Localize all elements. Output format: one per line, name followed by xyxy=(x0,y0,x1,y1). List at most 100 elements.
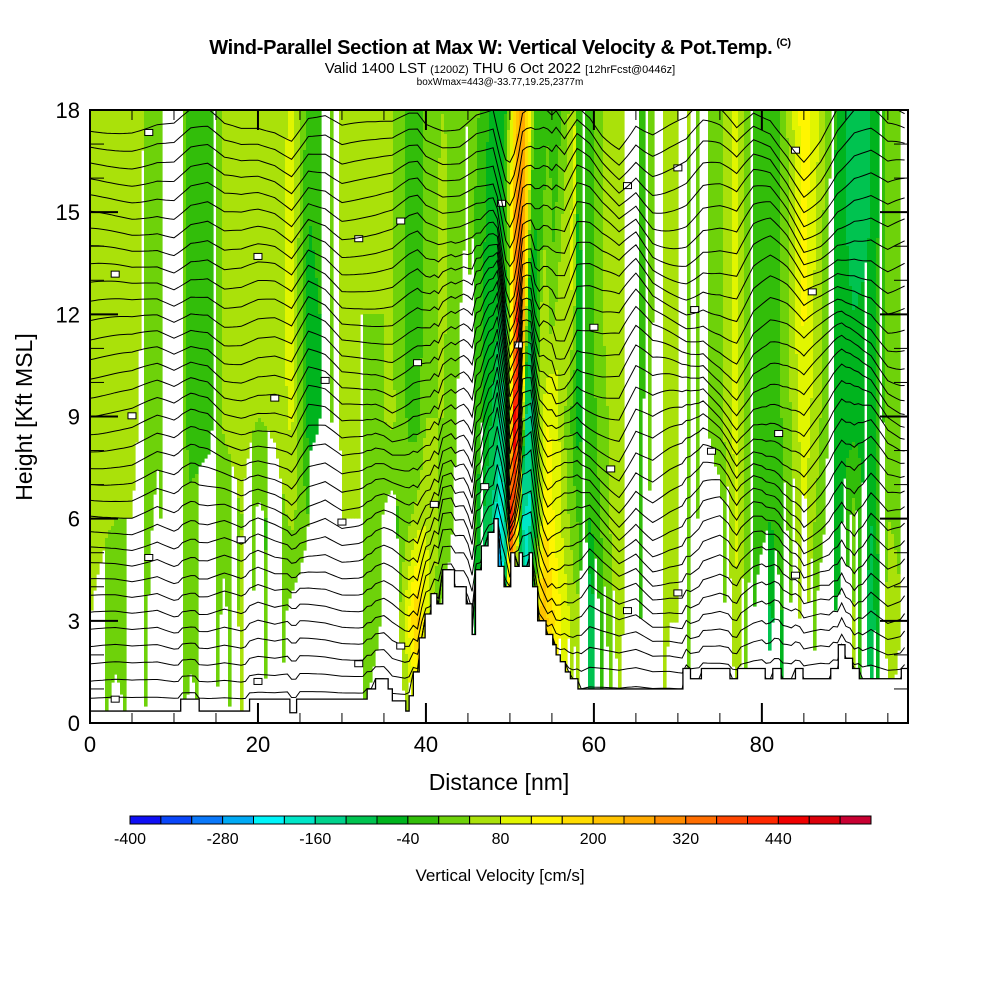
w-cell xyxy=(819,418,823,563)
w-cell xyxy=(264,110,268,427)
w-cell xyxy=(504,562,508,603)
theta-contour xyxy=(90,164,905,249)
w-cell xyxy=(891,534,895,699)
axis-ticks xyxy=(89,109,908,724)
theta-contour xyxy=(90,392,905,529)
w-cell xyxy=(411,582,415,615)
w-cell xyxy=(351,110,355,519)
w-cell xyxy=(555,302,559,371)
w-cell xyxy=(519,494,523,507)
w-cell xyxy=(186,450,190,695)
w-cell xyxy=(369,314,373,683)
w-cell xyxy=(192,110,196,479)
w-cell xyxy=(618,110,622,715)
colorbar-tick-label: -160 xyxy=(299,831,331,848)
w-cell xyxy=(873,610,877,631)
theta-contour xyxy=(90,302,905,417)
colorbar-segment xyxy=(469,815,501,825)
colorbar-segment xyxy=(839,815,872,825)
w-cell xyxy=(522,458,526,475)
w-cell xyxy=(525,414,529,507)
theta-contour xyxy=(90,341,905,463)
w-cell xyxy=(810,110,814,399)
w-cell xyxy=(621,110,625,635)
w-cell xyxy=(192,478,196,683)
w-cell xyxy=(498,506,502,535)
w-cell xyxy=(528,342,532,407)
w-cell xyxy=(567,514,571,607)
w-cell xyxy=(396,506,400,539)
colorbar-tick-label: -40 xyxy=(396,831,419,848)
w-cell xyxy=(423,438,427,527)
w-cell xyxy=(672,110,676,623)
w-cell xyxy=(564,574,568,675)
w-cell xyxy=(507,110,511,131)
w-cell xyxy=(258,418,262,503)
w-cell xyxy=(732,454,736,667)
w-cell xyxy=(312,110,316,251)
w-cell xyxy=(666,110,670,647)
colorbar xyxy=(129,815,872,825)
w-cell xyxy=(420,574,424,619)
w-cell xyxy=(576,450,580,523)
w-cell xyxy=(123,518,127,711)
w-cell xyxy=(786,138,790,531)
w-cell xyxy=(510,110,514,171)
w-cell xyxy=(462,110,466,251)
w-cell xyxy=(225,446,229,607)
w-cell xyxy=(90,110,94,611)
contour-label-box xyxy=(127,412,137,420)
box-wmax-info: boxWmax=443@-33.77,19.25,2377m xyxy=(416,77,584,88)
w-cell xyxy=(534,538,538,575)
y-tick-label: 12 xyxy=(56,302,80,327)
w-cell xyxy=(540,578,544,607)
w-cell xyxy=(528,494,532,527)
w-cell xyxy=(156,110,160,471)
w-cell xyxy=(579,110,583,251)
w-cell xyxy=(393,390,397,423)
w-cell xyxy=(393,422,397,495)
w-cell xyxy=(420,530,424,575)
w-cell xyxy=(552,374,556,511)
w-cell xyxy=(468,110,472,275)
w-cell xyxy=(735,110,739,567)
w-cell xyxy=(261,422,265,511)
w-cell xyxy=(738,110,742,667)
w-cell xyxy=(540,554,544,579)
w-cell xyxy=(507,130,511,227)
w-cell xyxy=(105,538,109,715)
w-cell xyxy=(501,482,505,563)
w-cell xyxy=(528,142,532,191)
w-cell xyxy=(543,394,547,491)
w-cell xyxy=(438,110,442,159)
w-cell xyxy=(345,110,349,519)
w-cell xyxy=(288,526,292,599)
w-cell xyxy=(366,314,370,703)
w-cell xyxy=(588,110,592,519)
w-cell xyxy=(357,110,361,519)
w-cell xyxy=(390,430,394,491)
w-cell xyxy=(270,110,274,439)
theta-contour xyxy=(90,243,905,333)
w-cell xyxy=(798,442,802,619)
theta-contour xyxy=(90,110,905,185)
w-cell xyxy=(360,110,364,315)
w-cell xyxy=(108,530,112,699)
contour-label-box xyxy=(589,323,599,331)
contour-label-box xyxy=(354,660,364,668)
theta-contour xyxy=(90,483,905,601)
w-cell xyxy=(216,110,220,687)
w-cell xyxy=(438,158,442,419)
w-cell xyxy=(570,110,574,211)
w-cell xyxy=(276,110,280,459)
w-cell xyxy=(282,494,286,663)
w-cell xyxy=(870,110,874,527)
w-cell xyxy=(570,210,574,291)
w-cell xyxy=(834,150,838,611)
w-cell xyxy=(549,110,553,179)
colorbar-segment xyxy=(407,815,440,825)
w-cell xyxy=(510,538,514,551)
w-cell xyxy=(225,110,229,447)
w-cell xyxy=(513,530,517,539)
w-cell xyxy=(579,442,583,571)
